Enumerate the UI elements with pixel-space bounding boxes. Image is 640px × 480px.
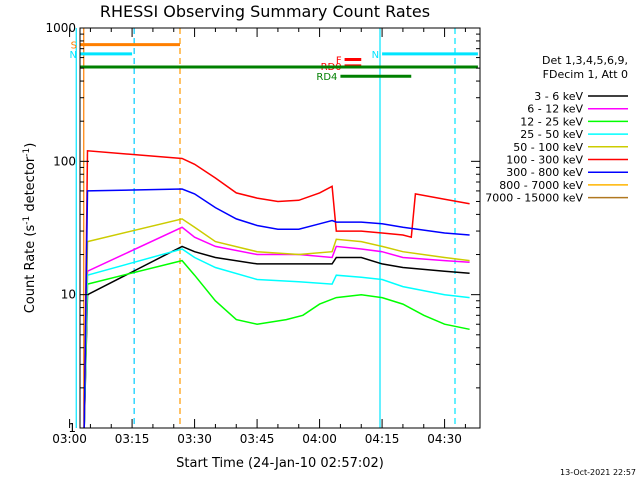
x-tick-label: 03:00 bbox=[52, 432, 87, 446]
y-axis-label: Count Rate (s-1 detector-1) bbox=[22, 143, 38, 314]
footer-timestamp: 13-Oct-2021 22:57 bbox=[560, 468, 636, 477]
y-axis-label-superscript: -1 bbox=[22, 216, 32, 225]
legend-entry-label: 300 - 800 keV bbox=[506, 166, 583, 179]
series-line bbox=[83, 245, 470, 429]
flag-label: RD4 bbox=[316, 72, 337, 83]
axes: 1 10 100 1000 03:00 03:15 03:30 03:45 04:00 04:15… bbox=[45, 21, 481, 446]
legend-entry-label: 800 - 7000 keV bbox=[499, 179, 583, 192]
series-line bbox=[83, 218, 470, 429]
y-axis-label-part: ) bbox=[23, 143, 38, 148]
series-line bbox=[83, 259, 470, 429]
y-axis-label-part: Count Rate (s bbox=[23, 225, 38, 314]
x-axis-label: Start Time (24-Jan-10 02:57:02) bbox=[176, 456, 384, 471]
legend-entry-label: 12 - 25 keV bbox=[520, 115, 583, 128]
series-line bbox=[83, 149, 470, 429]
legend-header-line: Det 1,3,4,5,6,9, bbox=[542, 54, 628, 67]
y-tick-label: 100 bbox=[53, 154, 76, 168]
x-tick-label: 03:30 bbox=[177, 432, 212, 446]
legend-header-line: FDecim 1, Att 0 bbox=[543, 68, 628, 81]
legend-entry-label: 6 - 12 keV bbox=[527, 103, 583, 116]
x-tick-label: 03:15 bbox=[115, 432, 150, 446]
series-lines bbox=[83, 149, 470, 429]
x-tick-label: 04:00 bbox=[302, 432, 337, 446]
y-tick-label: 10 bbox=[61, 288, 76, 302]
series-line bbox=[83, 226, 470, 429]
series-line bbox=[83, 188, 470, 429]
legend: Det 1,3,4,5,6,9, FDecim 1, Att 0 3 - 6 k… bbox=[485, 54, 628, 205]
observing-flags: SNNFRD0RD4 bbox=[70, 41, 478, 83]
legend-entry-label: 25 - 50 keV bbox=[520, 128, 583, 141]
x-tick-label: 04:15 bbox=[365, 432, 400, 446]
x-tick-label: 03:45 bbox=[240, 432, 275, 446]
chart-title: RHESSI Observing Summary Count Rates bbox=[100, 2, 430, 21]
flag-label: N bbox=[70, 50, 77, 61]
y-tick-label: 1000 bbox=[45, 21, 76, 35]
legend-entry-label: 50 - 100 keV bbox=[513, 141, 583, 154]
y-axis-label-superscript: -1 bbox=[22, 148, 32, 157]
flag-label: N bbox=[372, 50, 379, 61]
series-line bbox=[83, 248, 470, 429]
flag-label: F bbox=[336, 56, 342, 67]
legend-entry-label: 7000 - 15000 keV bbox=[485, 192, 583, 205]
x-tick-label: 04:30 bbox=[427, 432, 462, 446]
legend-entry-label: 100 - 300 keV bbox=[506, 154, 583, 167]
flag-label: S bbox=[71, 41, 77, 52]
y-tick-label: 1 bbox=[68, 421, 76, 435]
plot-frame bbox=[79, 27, 481, 429]
y-axis-label-part: detector bbox=[23, 156, 38, 216]
legend-entry-label: 3 - 6 keV bbox=[534, 90, 583, 103]
